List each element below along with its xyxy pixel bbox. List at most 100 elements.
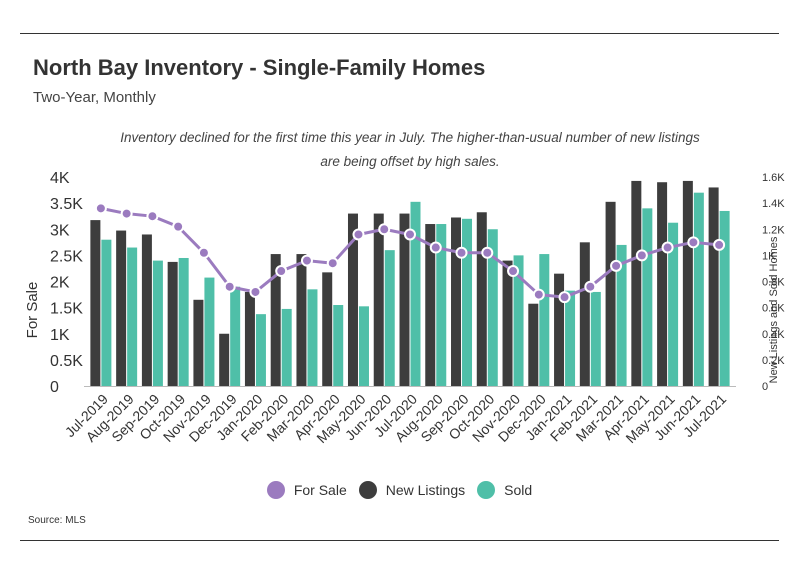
bar-sold — [281, 308, 292, 386]
bar-sold — [178, 257, 189, 386]
right-tick-label: 1.6K — [762, 172, 785, 184]
right-tick-label: 0.8K — [762, 277, 785, 289]
point-for-sale — [713, 238, 726, 251]
point-for-sale — [429, 241, 442, 254]
left-tick-label: 1K — [50, 327, 70, 344]
point-for-sale — [120, 207, 133, 220]
point-for-sale — [661, 241, 674, 254]
point-for-sale — [558, 291, 571, 304]
point-for-sale — [326, 257, 339, 270]
bar-sold — [719, 210, 730, 386]
bar-new-listings — [502, 260, 513, 386]
left-axis-title: For Sale — [24, 282, 41, 339]
legend-label-for-sale: For Sale — [293, 482, 347, 498]
bar-sold — [436, 224, 447, 386]
bar-sold — [101, 239, 112, 386]
bar-sold — [358, 306, 369, 386]
bar-sold — [204, 277, 215, 386]
point-for-sale — [455, 246, 468, 259]
bar-new-listings — [347, 213, 358, 386]
bar-new-listings — [399, 213, 410, 386]
bar-sold — [152, 260, 163, 386]
point-for-sale — [197, 246, 210, 259]
bar-sold — [642, 208, 653, 386]
legend-item-for-sale[interactable]: For Sale — [266, 481, 347, 499]
source-note: Source: MLS — [28, 515, 86, 526]
legend-item-sold[interactable]: Sold — [477, 481, 532, 499]
bar-new-listings — [219, 333, 230, 386]
bar-new-listings — [657, 182, 668, 386]
bar-new-listings — [322, 272, 333, 386]
left-tick-label: 3.5K — [50, 196, 83, 213]
bar-sold — [462, 218, 473, 386]
bar-new-listings — [141, 234, 152, 386]
point-for-sale — [223, 280, 236, 293]
bar-new-listings — [296, 254, 307, 386]
point-for-sale — [507, 265, 520, 278]
right-tick-label: 0.6K — [762, 303, 785, 315]
right-tick-label: 0.4K — [762, 329, 785, 341]
top-rule — [20, 33, 779, 34]
bar-new-listings — [682, 180, 693, 386]
legend-label-new-listings: New Listings — [385, 482, 466, 498]
point-for-sale — [172, 220, 185, 233]
bar-sold — [513, 255, 524, 386]
legend-swatch-sold — [477, 481, 496, 499]
bar-new-listings — [373, 213, 384, 386]
bar-new-listings — [631, 180, 642, 386]
bar-new-listings — [167, 261, 178, 386]
bar-sold — [255, 314, 266, 386]
point-for-sale — [249, 285, 262, 298]
bar-sold — [230, 286, 241, 386]
point-for-sale — [94, 202, 107, 215]
bar-sold — [333, 305, 344, 386]
left-tick-label: 4K — [50, 170, 70, 187]
legend-swatch-for-sale — [266, 481, 285, 499]
bar-new-listings — [579, 242, 590, 386]
point-for-sale — [300, 254, 313, 267]
right-tick-label: 1K — [762, 250, 776, 262]
bar-new-listings — [193, 299, 204, 386]
bar-new-listings — [476, 212, 487, 386]
legend: For Sale New Listings Sold — [0, 481, 799, 499]
point-for-sale — [687, 236, 700, 249]
bar-new-listings — [244, 291, 255, 386]
bar-sold — [693, 192, 704, 386]
bar-new-listings — [554, 273, 565, 386]
bar-sold — [487, 229, 498, 386]
chart-subtitle: Two-Year, Monthly — [33, 89, 156, 106]
bar-sold — [539, 254, 550, 386]
left-tick-label: 1.5K — [50, 301, 83, 318]
left-tick-label: 0.5K — [50, 353, 83, 370]
legend-swatch-new-listings — [358, 481, 377, 499]
point-for-sale — [275, 265, 288, 278]
left-tick-label: 2K — [50, 275, 70, 292]
bar-new-listings — [425, 224, 436, 386]
bar-sold — [565, 290, 576, 386]
point-for-sale — [378, 223, 391, 236]
left-tick-label: 0 — [50, 379, 59, 396]
point-for-sale — [352, 228, 365, 241]
bar-new-listings — [708, 187, 719, 386]
legend-label-sold: Sold — [504, 482, 533, 498]
bar-sold — [410, 201, 421, 386]
right-tick-label: 0 — [762, 381, 768, 393]
chart-annotation: Inventory declined for the first time th… — [120, 130, 700, 169]
point-for-sale — [584, 280, 597, 293]
right-tick-label: 0.2K — [762, 355, 785, 367]
point-for-sale — [481, 246, 494, 259]
point-for-sale — [404, 228, 416, 241]
bar-sold — [616, 244, 627, 386]
bar-new-listings — [451, 217, 462, 386]
bar-new-listings — [90, 220, 101, 386]
left-tick-label: 2.5K — [50, 248, 83, 265]
point-for-sale — [146, 210, 159, 223]
bar-sold — [307, 289, 318, 386]
right-tick-label: 1.2K — [762, 224, 785, 236]
bar-sold — [127, 247, 138, 386]
legend-item-new-listings[interactable]: New Listings — [358, 481, 466, 499]
bar-sold — [384, 250, 395, 386]
point-for-sale — [610, 259, 623, 272]
bar-new-listings — [528, 303, 539, 386]
